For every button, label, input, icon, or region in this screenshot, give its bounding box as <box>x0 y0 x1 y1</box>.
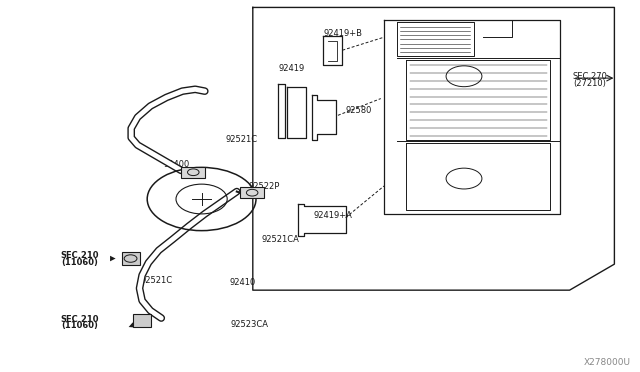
Text: 92521C: 92521C <box>225 135 257 144</box>
Text: (11060): (11060) <box>61 258 98 267</box>
Text: 92521C: 92521C <box>141 276 173 285</box>
Bar <box>240 187 264 198</box>
Text: X278000U: X278000U <box>584 358 630 367</box>
Text: SEC.210: SEC.210 <box>61 315 99 324</box>
Text: 92419: 92419 <box>278 64 305 73</box>
Text: SEC.270: SEC.270 <box>573 72 607 81</box>
Bar <box>181 167 205 178</box>
Bar <box>133 314 151 327</box>
Text: 92522P: 92522P <box>248 182 280 190</box>
Bar <box>122 252 140 265</box>
Text: 92523CA: 92523CA <box>230 320 268 328</box>
Text: 92400: 92400 <box>163 160 189 169</box>
Text: 92580: 92580 <box>346 106 372 115</box>
Text: 92521CA: 92521CA <box>261 235 299 244</box>
Text: (27210): (27210) <box>573 79 605 88</box>
Text: (11060): (11060) <box>61 321 98 330</box>
Text: 92419+A: 92419+A <box>314 211 353 220</box>
Text: 92419+B: 92419+B <box>323 29 362 38</box>
Text: SEC.210: SEC.210 <box>61 251 99 260</box>
Text: 92410: 92410 <box>229 278 255 287</box>
